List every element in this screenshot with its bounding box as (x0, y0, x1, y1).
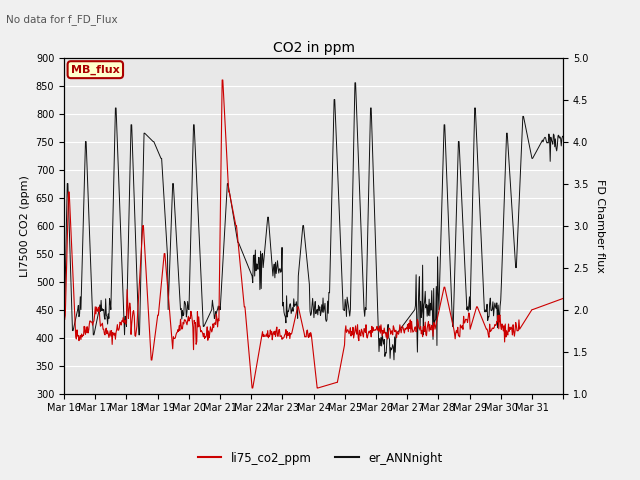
Y-axis label: LI7500 CO2 (ppm): LI7500 CO2 (ppm) (20, 175, 30, 276)
Y-axis label: FD Chamber flux: FD Chamber flux (595, 179, 605, 273)
Legend: li75_co2_ppm, er_ANNnight: li75_co2_ppm, er_ANNnight (193, 447, 447, 469)
Text: MB_flux: MB_flux (71, 64, 120, 75)
Title: CO2 in ppm: CO2 in ppm (273, 41, 355, 55)
Text: No data for f_FD_Flux: No data for f_FD_Flux (6, 14, 118, 25)
